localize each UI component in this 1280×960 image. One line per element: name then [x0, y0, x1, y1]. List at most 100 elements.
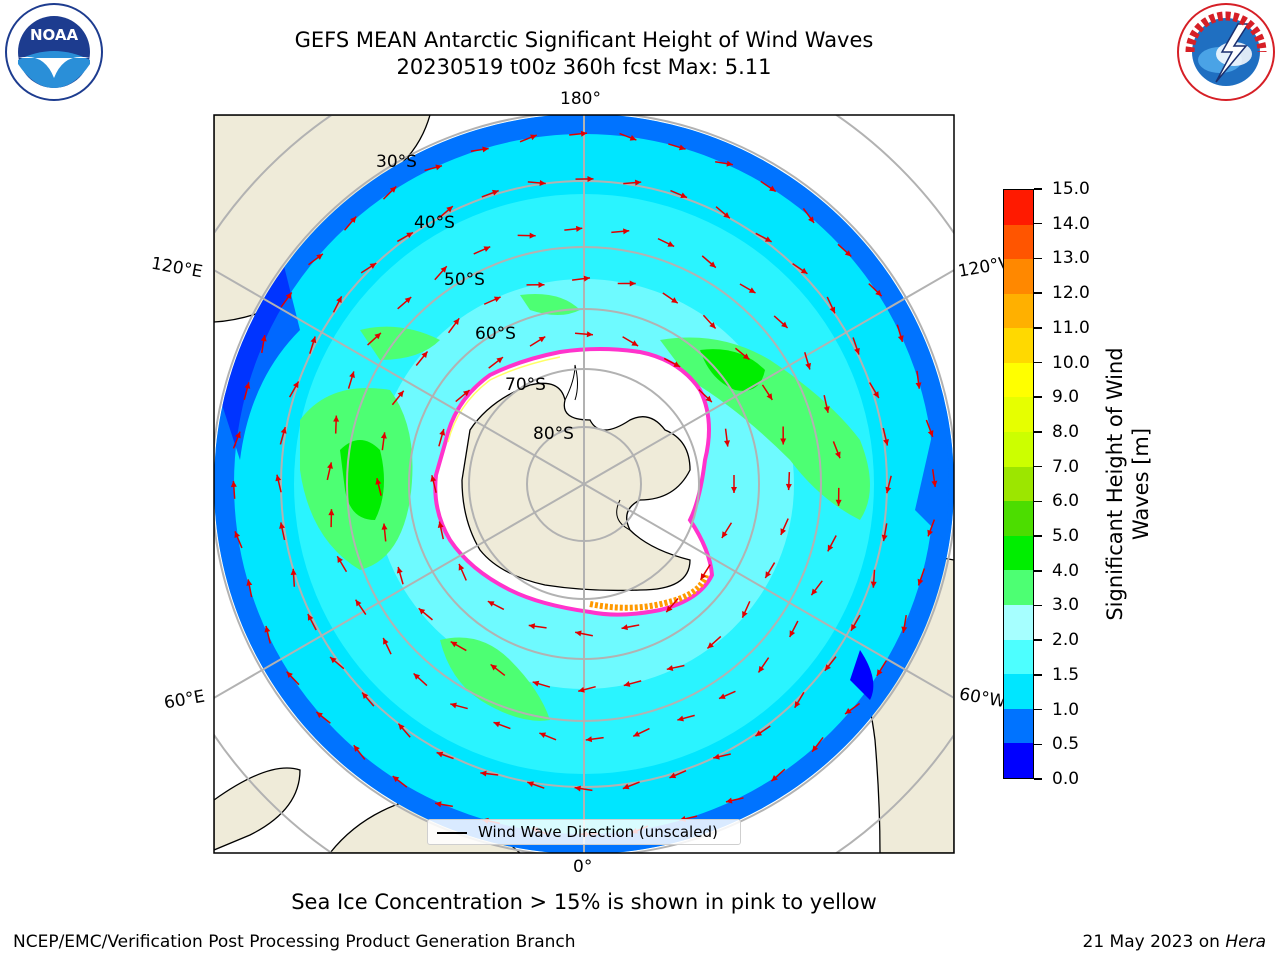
- colorbar-tick-label: 0.5: [1052, 734, 1080, 755]
- wind-wave-arrow-head: [673, 361, 681, 367]
- footer-date: 21 May 2023 on Hera: [1083, 932, 1267, 952]
- wind-wave-arrow-head: [285, 292, 292, 300]
- wind-wave-arrow-head: [353, 745, 360, 752]
- colorbar-tick-label: 5.0: [1052, 526, 1080, 547]
- colorbar-tick-mark: [1034, 674, 1042, 676]
- wind-wave-arrow-head: [446, 206, 453, 213]
- lat-label-70s: 70°S: [505, 375, 546, 395]
- wind-wave-arrow-head: [721, 531, 728, 538]
- wind-wave-arrow-head: [707, 642, 714, 649]
- colorbar-segment: [1004, 466, 1033, 502]
- colorbar-tick-label: 0.0: [1052, 769, 1080, 789]
- colorbar-tick-label: 7.0: [1052, 456, 1080, 477]
- wind-wave-arrow-head: [669, 772, 677, 779]
- colorbar-segment: [1004, 570, 1033, 606]
- wind-wave-arrow-head: [436, 751, 444, 758]
- wind-wave-arrow-head: [583, 275, 590, 282]
- wind-wave-arrows: [230, 130, 938, 838]
- footer-date-text: 21 May 2023 on: [1082, 932, 1226, 952]
- colorbar-tick-label: 6.0: [1052, 491, 1080, 512]
- colorbar-segment: [1004, 708, 1033, 744]
- wind-wave-arrow-head: [539, 732, 547, 739]
- wind-wave-arrow-head: [915, 382, 922, 389]
- colorbar-tick-mark: [1034, 465, 1042, 468]
- wind-wave-arrow-head: [463, 390, 470, 397]
- wind-wave-arrow-head: [835, 499, 842, 506]
- wind-wave-arrow-head: [881, 534, 888, 542]
- wind-wave-arrow-head: [755, 730, 763, 737]
- wind-wave-arrow-head: [781, 321, 788, 328]
- wind-wave-arrow-head: [700, 573, 707, 580]
- wind-wave-arrow-head: [851, 624, 857, 631]
- wind-wave-arrow-head: [418, 608, 426, 615]
- legend-line-sample: [437, 832, 467, 834]
- wind-wave-arrow-head: [622, 783, 630, 790]
- wind-wave-arrow-head: [931, 480, 938, 488]
- wind-wave-arrow-head: [350, 216, 357, 224]
- wind-wave-arrow-head: [286, 671, 293, 679]
- wind-wave-arrow-head: [260, 335, 267, 342]
- colorbar-tick-label: 9.0: [1052, 387, 1080, 408]
- nws-logo: [1177, 3, 1275, 101]
- colorbar-tick-mark: [1034, 639, 1042, 641]
- wind-wave-arrow-head: [575, 225, 583, 232]
- wind-wave-arrow-head: [404, 297, 412, 304]
- colorbar-tick-mark: [1034, 222, 1042, 225]
- wind-wave-arrow-head: [307, 614, 314, 621]
- legend-label: Wind Wave Direction (unscaled): [478, 823, 718, 841]
- wind-wave-arrow-head: [678, 144, 686, 151]
- wind-wave-arrow-head: [575, 630, 582, 637]
- wind-wave-arrow-head: [578, 686, 585, 693]
- colorbar-tick-mark: [1034, 292, 1042, 294]
- lat-label-80s: 80°S: [533, 424, 574, 444]
- wind-wave-arrow-head: [316, 253, 323, 260]
- colorbar-tick-label: 12.0: [1052, 283, 1090, 304]
- wind-wave-arrow-head: [383, 637, 389, 645]
- wind-wave-arrow-head: [748, 287, 756, 293]
- footer-machine: Hera: [1225, 932, 1266, 952]
- wind-wave-arrow-head: [671, 297, 678, 304]
- lat-label-30s: 30°S: [376, 152, 417, 172]
- colorbar-tick-label: 14.0: [1052, 213, 1090, 234]
- colorbar-tick-mark: [1034, 743, 1042, 746]
- wind-wave-arrow-head: [279, 522, 285, 529]
- wind-wave-arrow-head: [234, 531, 241, 539]
- wind-wave-arrow-head: [713, 753, 720, 760]
- wind-wave-arrow-head: [532, 680, 540, 687]
- noaa-logo-text: NOAA: [30, 26, 79, 44]
- colorbar-tick-mark: [1034, 570, 1042, 572]
- wind-wave-arrow-head: [718, 693, 726, 699]
- colorbar-label: Significant Height of Wind Waves [m]: [1103, 347, 1153, 621]
- wind-wave-arrow-head: [764, 236, 772, 242]
- noaa-logo: NOAA: [5, 3, 103, 101]
- wind-wave-arrow-head: [765, 571, 771, 578]
- footer-branch: NCEP/EMC/Verification Post Processing Pr…: [13, 932, 576, 952]
- wind-wave-arrow-head: [585, 736, 593, 743]
- wind-wave-arrow-head: [785, 483, 792, 491]
- colorbar-tick-label: 8.0: [1052, 421, 1080, 442]
- colorbar-tick-mark: [1034, 257, 1042, 260]
- wind-wave-arrow-head: [805, 362, 812, 370]
- colorbar: [1003, 189, 1034, 779]
- wind-wave-arrow-head: [375, 478, 382, 485]
- wind-wave-arrow-head: [538, 336, 546, 343]
- colorbar-segment: [1004, 743, 1033, 778]
- wind-wave-arrow-head: [440, 266, 447, 273]
- colorbar-tick-mark: [1034, 708, 1042, 711]
- wind-wave-arrow-head: [758, 665, 765, 673]
- wind-wave-arrow-head: [397, 390, 404, 398]
- wind-wave-arrow-head: [586, 331, 593, 338]
- colorbar-segment: [1004, 259, 1033, 294]
- wind-wave-arrow-head: [369, 263, 377, 269]
- colorbar-segment: [1004, 224, 1033, 260]
- graticule: [214, 115, 954, 853]
- wind-wave-arrow-head: [381, 523, 388, 530]
- wind-wave-arrow-head: [396, 566, 403, 574]
- wind-wave-arrow-head: [529, 232, 536, 239]
- wind-wave-arrow-head: [392, 776, 400, 783]
- wind-wave-arrow-head: [854, 347, 860, 355]
- wind-wave-arrow-head: [490, 664, 498, 671]
- sea-ice-note: Sea Ice Concentration > 15% is shown in …: [291, 890, 877, 914]
- colorbar-segment: [1004, 639, 1033, 675]
